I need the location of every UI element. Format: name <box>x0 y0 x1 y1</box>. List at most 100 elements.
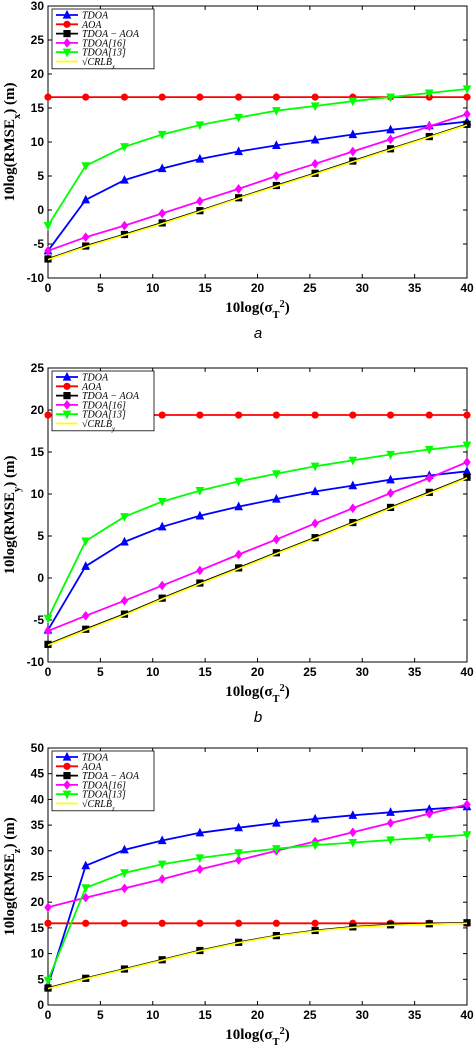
series-0-point <box>81 860 91 870</box>
series-0-point <box>234 146 243 156</box>
legend-entry: TDOA[16] <box>82 400 126 411</box>
series-4-point <box>424 833 434 843</box>
series-4-point <box>424 445 434 455</box>
series-1-point <box>44 93 52 101</box>
series-line-5 <box>47 922 468 990</box>
legend-marker <box>63 762 71 770</box>
series-3-point <box>463 109 471 119</box>
legend-entry: √CRLBz <box>82 799 115 813</box>
y-tick-label: 20 <box>31 895 45 909</box>
series-3-point <box>386 134 395 145</box>
series-3-point <box>272 534 281 545</box>
legend-marker <box>63 780 71 790</box>
series-3-point <box>44 626 52 636</box>
y-tick-label: 20 <box>31 403 45 417</box>
series-1-point <box>235 919 243 927</box>
series-4-point <box>234 849 243 858</box>
y-tick-label: 10 <box>31 947 45 961</box>
series-1-point <box>311 919 319 927</box>
series-0-point <box>348 480 358 490</box>
y-axis-label: 10log(RMSEz) (m) <box>2 817 23 935</box>
legend-entry: √CRLBx <box>82 57 116 71</box>
series-2-point <box>463 120 471 128</box>
legend-entry: TDOA − AOA <box>82 391 140 402</box>
series-3-point <box>234 855 243 865</box>
legend-marker <box>63 38 71 48</box>
legend-marker <box>63 20 71 28</box>
legend-marker <box>63 400 71 410</box>
x-tick-label: 10 <box>146 1008 160 1022</box>
series-3-point <box>234 549 243 560</box>
series-2-point <box>463 473 471 481</box>
series-0-point <box>120 536 129 546</box>
series-3-point <box>82 232 90 243</box>
series-1-point <box>158 919 166 927</box>
series-line-5 <box>47 124 468 261</box>
legend-entry: TDOA[16] <box>82 780 126 791</box>
series-0-point <box>310 134 320 144</box>
x-tick-label: 25 <box>303 1008 317 1022</box>
chart-panel-a: 0 5 10 15 20 25 30 35 40 -10 -5 0 5 10 15 20 25 30 10log(σ… <box>2 0 474 342</box>
series-3-point <box>196 196 204 207</box>
series-4-point <box>386 836 395 846</box>
legend-entry: AOA <box>81 20 102 31</box>
legend-entry: TDOA[13] <box>82 790 126 801</box>
series-3-point <box>120 220 129 231</box>
series-line-4 <box>47 88 468 227</box>
series-4-point <box>195 487 205 496</box>
x-axis-label: 10log(σT2) <box>225 299 290 321</box>
series-4-point <box>234 113 243 123</box>
series-0-point <box>195 510 205 520</box>
series-0-point <box>120 844 129 854</box>
series-1-point <box>425 411 433 419</box>
y-tick-label: 25 <box>31 870 45 884</box>
x-axis-label: 10log(σT2) <box>225 683 290 705</box>
chart-panel-b: 0 5 10 15 20 25 30 35 40 -10 -5 0 5 10 15 20 25 10log(σT2… <box>2 361 474 726</box>
series-4-point <box>43 222 53 231</box>
series-4-point <box>157 130 167 140</box>
series-3-point <box>349 146 357 157</box>
legend-marker <box>63 29 71 38</box>
series-line-0 <box>47 805 468 986</box>
x-tick-label: 25 <box>303 281 317 295</box>
x-tick-label: 25 <box>303 665 317 679</box>
series-0-point <box>386 807 395 816</box>
y-tick-label: -5 <box>33 613 44 627</box>
series-4-point <box>310 841 320 851</box>
series-0-point <box>120 174 129 184</box>
legend-entry: TDOA[13] <box>82 48 126 59</box>
legend-entry: TDOA <box>82 11 109 22</box>
series-3-point <box>272 171 281 181</box>
legend-entry: √CRLBy <box>82 419 116 433</box>
series-line-4 <box>47 444 468 619</box>
y-tick-label: 0 <box>37 998 44 1012</box>
series-4-point <box>195 121 205 131</box>
legend-marker <box>62 751 72 761</box>
legend-marker <box>62 790 72 800</box>
series-4-point <box>348 97 358 107</box>
y-tick-label: 30 <box>31 844 45 858</box>
y-tick-label: 40 <box>31 792 45 806</box>
y-tick-label: 50 <box>31 741 45 755</box>
series-0-point <box>157 521 167 531</box>
series-3-point <box>425 808 433 819</box>
x-tick-label: 40 <box>460 1008 474 1022</box>
series-1-point <box>349 411 357 419</box>
y-tick-label: 10 <box>31 487 45 501</box>
x-tick-label: 5 <box>97 1008 104 1022</box>
legend-marker <box>63 382 71 390</box>
series-4-point <box>81 884 91 893</box>
panel-label: a <box>254 325 262 342</box>
series-4-point <box>348 456 358 466</box>
series-0-point <box>386 124 395 134</box>
legend-marker <box>62 410 72 420</box>
series-0-point <box>157 835 167 845</box>
series-3-point <box>120 883 129 894</box>
series-4-point <box>272 470 281 479</box>
legend-entry: TDOA − AOA <box>82 771 140 782</box>
series-0-point <box>157 163 167 173</box>
x-tick-label: 5 <box>97 281 104 295</box>
series-0-point <box>310 813 320 823</box>
